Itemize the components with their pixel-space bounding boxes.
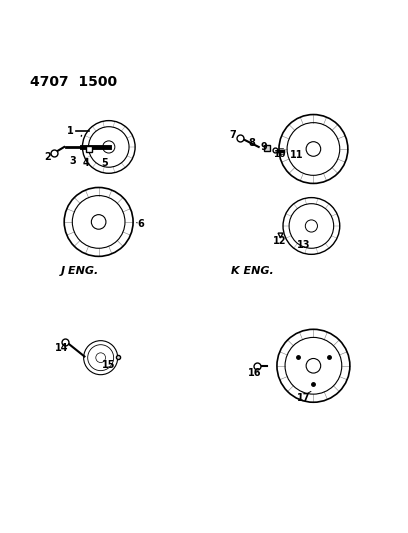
Text: 10: 10 bbox=[273, 150, 285, 159]
Text: 2: 2 bbox=[44, 152, 51, 162]
Text: 3: 3 bbox=[69, 156, 75, 166]
Text: 14: 14 bbox=[55, 343, 68, 353]
Text: 4707  1500: 4707 1500 bbox=[30, 75, 117, 89]
Text: 17: 17 bbox=[297, 393, 310, 403]
Text: 16: 16 bbox=[248, 368, 262, 378]
Text: 15: 15 bbox=[102, 360, 115, 370]
Text: 9: 9 bbox=[261, 142, 267, 152]
Text: 5: 5 bbox=[101, 158, 108, 168]
Text: K ENG.: K ENG. bbox=[231, 265, 274, 276]
Text: 7: 7 bbox=[229, 130, 236, 140]
Text: 8: 8 bbox=[248, 138, 255, 148]
Text: 11: 11 bbox=[290, 150, 303, 160]
Text: 12: 12 bbox=[273, 236, 287, 246]
Text: 1: 1 bbox=[67, 126, 74, 136]
Text: 4: 4 bbox=[83, 158, 90, 168]
Text: J ENG.: J ENG. bbox=[61, 265, 100, 276]
Text: 6: 6 bbox=[138, 219, 144, 229]
Text: 13: 13 bbox=[297, 240, 310, 250]
